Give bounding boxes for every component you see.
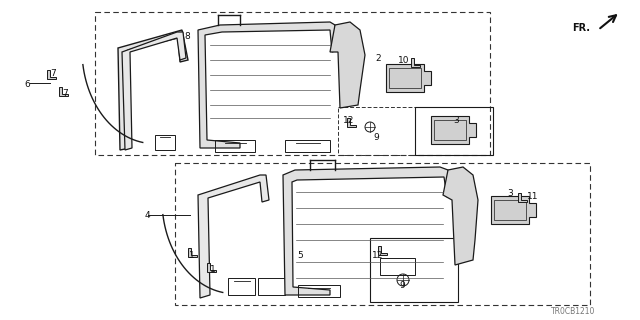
Bar <box>298 285 340 297</box>
Bar <box>380 258 415 275</box>
Bar <box>370 238 458 302</box>
Polygon shape <box>491 196 536 224</box>
Text: 8: 8 <box>184 31 190 41</box>
Text: 1: 1 <box>189 251 195 260</box>
Polygon shape <box>443 167 478 265</box>
Text: 11: 11 <box>527 191 539 201</box>
Bar <box>155 135 175 150</box>
Text: 9: 9 <box>373 132 379 141</box>
Polygon shape <box>431 116 476 144</box>
Bar <box>434 120 466 140</box>
Polygon shape <box>59 87 68 96</box>
Text: 3: 3 <box>507 188 513 197</box>
Polygon shape <box>347 118 356 127</box>
Polygon shape <box>198 175 269 298</box>
Bar <box>338 107 415 155</box>
Bar <box>175 163 590 305</box>
Polygon shape <box>283 167 453 295</box>
Polygon shape <box>378 246 387 255</box>
Bar <box>494 200 526 220</box>
Text: FR.: FR. <box>572 23 590 33</box>
Bar <box>95 12 490 155</box>
Polygon shape <box>386 64 431 92</box>
Polygon shape <box>188 248 197 257</box>
Text: 2: 2 <box>375 53 381 62</box>
Bar <box>415 107 493 155</box>
Text: 7: 7 <box>50 68 56 77</box>
Polygon shape <box>330 22 365 108</box>
Bar <box>285 140 330 152</box>
Text: 9: 9 <box>399 281 405 290</box>
Text: 6: 6 <box>24 79 30 89</box>
Polygon shape <box>122 32 186 150</box>
Text: 1: 1 <box>210 266 216 275</box>
Polygon shape <box>47 70 56 79</box>
Bar <box>215 140 255 152</box>
Polygon shape <box>207 263 216 272</box>
Text: 12: 12 <box>372 251 384 260</box>
Bar <box>258 278 285 295</box>
Polygon shape <box>518 193 527 202</box>
Text: 12: 12 <box>343 116 355 124</box>
Polygon shape <box>198 22 338 148</box>
Text: 5: 5 <box>297 251 303 260</box>
Text: 4: 4 <box>144 211 150 220</box>
Text: 3: 3 <box>453 116 459 124</box>
Bar <box>389 68 421 88</box>
Text: 7: 7 <box>62 89 68 98</box>
Text: 10: 10 <box>398 55 410 65</box>
Text: TR0CB1210: TR0CB1210 <box>550 308 595 316</box>
Polygon shape <box>411 58 420 67</box>
Polygon shape <box>118 30 188 150</box>
Bar <box>228 278 255 295</box>
